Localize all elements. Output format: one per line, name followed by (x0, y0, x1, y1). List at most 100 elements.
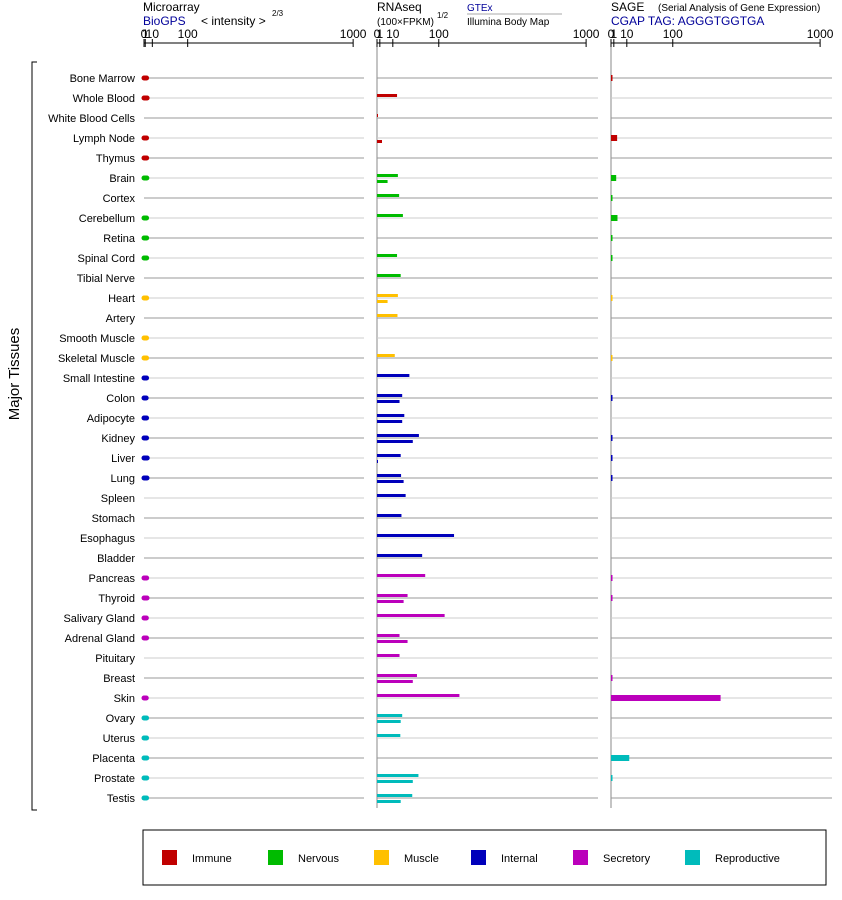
tissue-label: Adrenal Gland (65, 633, 135, 645)
tissue-label: Bladder (97, 553, 135, 565)
tissue-label: Spleen (101, 493, 135, 505)
tissue-label: Small Intestine (63, 373, 135, 385)
tissue-label: Pancreas (89, 573, 136, 585)
bar-rnaseq-gtex (377, 174, 398, 177)
legend-swatch-reproductive (685, 850, 700, 865)
panel-2-unit-label: (100×FPKM) (377, 17, 434, 28)
panel-2-tick-label-0: 0 (374, 27, 381, 41)
panel-1-tick-label-1: 1 (142, 27, 149, 41)
bar-sage (611, 215, 618, 221)
legend-label-reproductive: Reproductive (715, 853, 780, 865)
tissue-label: Cerebellum (79, 213, 135, 225)
bar-rnaseq-ibm (377, 680, 413, 683)
bar-rnaseq-gtex (377, 414, 405, 417)
bar-rnaseq-gtex (377, 494, 406, 497)
panel-2-source-gtex[interactable]: GTEx (467, 3, 493, 14)
bar-sage (611, 595, 613, 601)
legend-swatch-internal (471, 850, 486, 865)
bar-rnaseq-ibm (377, 460, 378, 463)
bar-rnaseq-ibm (377, 780, 413, 783)
tissue-label: Salivary Gland (63, 613, 135, 625)
tissue-label: Kidney (101, 433, 135, 445)
bar-rnaseq-ibm (377, 720, 401, 723)
bar-rnaseq-ibm (377, 800, 401, 803)
panel-3-tag-link[interactable]: CGAP TAG: AGGGTGGTGA (611, 14, 764, 28)
bar-rnaseq-ibm (377, 480, 404, 483)
panel-1-unit-label: < intensity > (201, 14, 266, 28)
grid-layer (144, 77, 832, 799)
bar-rnaseq-gtex (377, 674, 417, 677)
panel-3-tick-label-4: 1000 (807, 27, 834, 41)
bar-sage (611, 135, 618, 141)
tissue-label: Uterus (103, 733, 136, 745)
bar-rnaseq-gtex (377, 714, 403, 717)
bar-sage (611, 755, 630, 761)
bars-layer (141, 75, 721, 803)
bar-sage (611, 255, 613, 261)
bar-sage (611, 295, 613, 301)
tissue-label: Breast (103, 673, 135, 685)
bar-rnaseq-gtex (377, 634, 400, 637)
bar-rnaseq-gtex (377, 274, 401, 277)
bar-rnaseq-gtex (377, 554, 423, 557)
panel-2-title: RNAseq (377, 0, 422, 14)
panel-3-title: SAGE (611, 0, 644, 14)
tissue-labels: Bone Marrow Whole Blood White Blood Cells L… (48, 73, 136, 805)
panel-1-tick-label-3: 100 (178, 27, 198, 41)
tissue-label: Adipocyte (87, 413, 135, 425)
tissue-label: Bone Marrow (70, 73, 135, 85)
legend-label-nervous: Nervous (298, 853, 339, 865)
panel-1-tick-label-0: 0 (141, 27, 148, 41)
tissue-label: Heart (108, 293, 135, 305)
tissue-label: Lung (111, 473, 135, 485)
panel-2-exponent: 1/2 (437, 11, 449, 20)
legend-swatch-muscle (374, 850, 389, 865)
y-axis-label: Major Tissues (6, 328, 23, 421)
bar-rnaseq-gtex (377, 314, 398, 317)
bar-rnaseq-gtex (377, 794, 413, 797)
legend-label-internal: Internal (501, 853, 538, 865)
panel-2-tick-label-3: 100 (429, 27, 449, 41)
tissue-label: Lymph Node (73, 133, 135, 145)
tissue-label: Thymus (96, 153, 136, 165)
bar-sage (611, 355, 613, 361)
bar-rnaseq-gtex (377, 654, 400, 657)
legend-swatch-immune (162, 850, 177, 865)
panel-2-tick-label-2: 10 (386, 27, 400, 41)
tissue-label: Liver (111, 453, 135, 465)
tissue-label: Whole Blood (73, 93, 135, 105)
legend-swatch-secretory (573, 850, 588, 865)
bar-sage (611, 475, 613, 481)
bar-sage (611, 175, 617, 181)
tissue-label: Smooth Muscle (59, 333, 135, 345)
panel-1-source-link[interactable]: BioGPS (143, 14, 186, 28)
bar-sage (611, 695, 721, 701)
tissue-label: Brain (109, 173, 135, 185)
tissue-label: Esophagus (80, 533, 136, 545)
bar-sage (611, 775, 613, 781)
bar-sage (611, 455, 613, 461)
bar-rnaseq-gtex (377, 534, 455, 537)
bar-rnaseq-ibm (377, 300, 388, 303)
panel-2-tick-label-1: 1 (376, 27, 383, 41)
tissue-label: Tibial Nerve (77, 273, 135, 285)
panel-3-tick-label-2: 10 (620, 27, 634, 41)
bar-rnaseq-gtex (377, 734, 401, 737)
bar-rnaseq-gtex (377, 774, 419, 777)
panel-1-title: Microarray (143, 0, 200, 14)
panel-2-source-ibm: Illumina Body Map (467, 17, 550, 28)
tissue-label: Stomach (92, 513, 135, 525)
bar-sage (611, 575, 613, 581)
bar-rnaseq-gtex (377, 614, 445, 617)
bar-sage (611, 675, 613, 681)
bar-rnaseq-gtex (377, 94, 398, 97)
tissue-label: Prostate (94, 773, 135, 785)
bar-rnaseq-gtex (377, 114, 378, 117)
bar-rnaseq-gtex (377, 594, 408, 597)
panel-1-tick-label-2: 10 (146, 27, 160, 41)
legend: Immune Nervous Muscle Internal Secretory Repr… (162, 850, 780, 865)
bar-rnaseq-gtex (377, 454, 401, 457)
panel-2-tick-label-4: 1000 (573, 27, 600, 41)
